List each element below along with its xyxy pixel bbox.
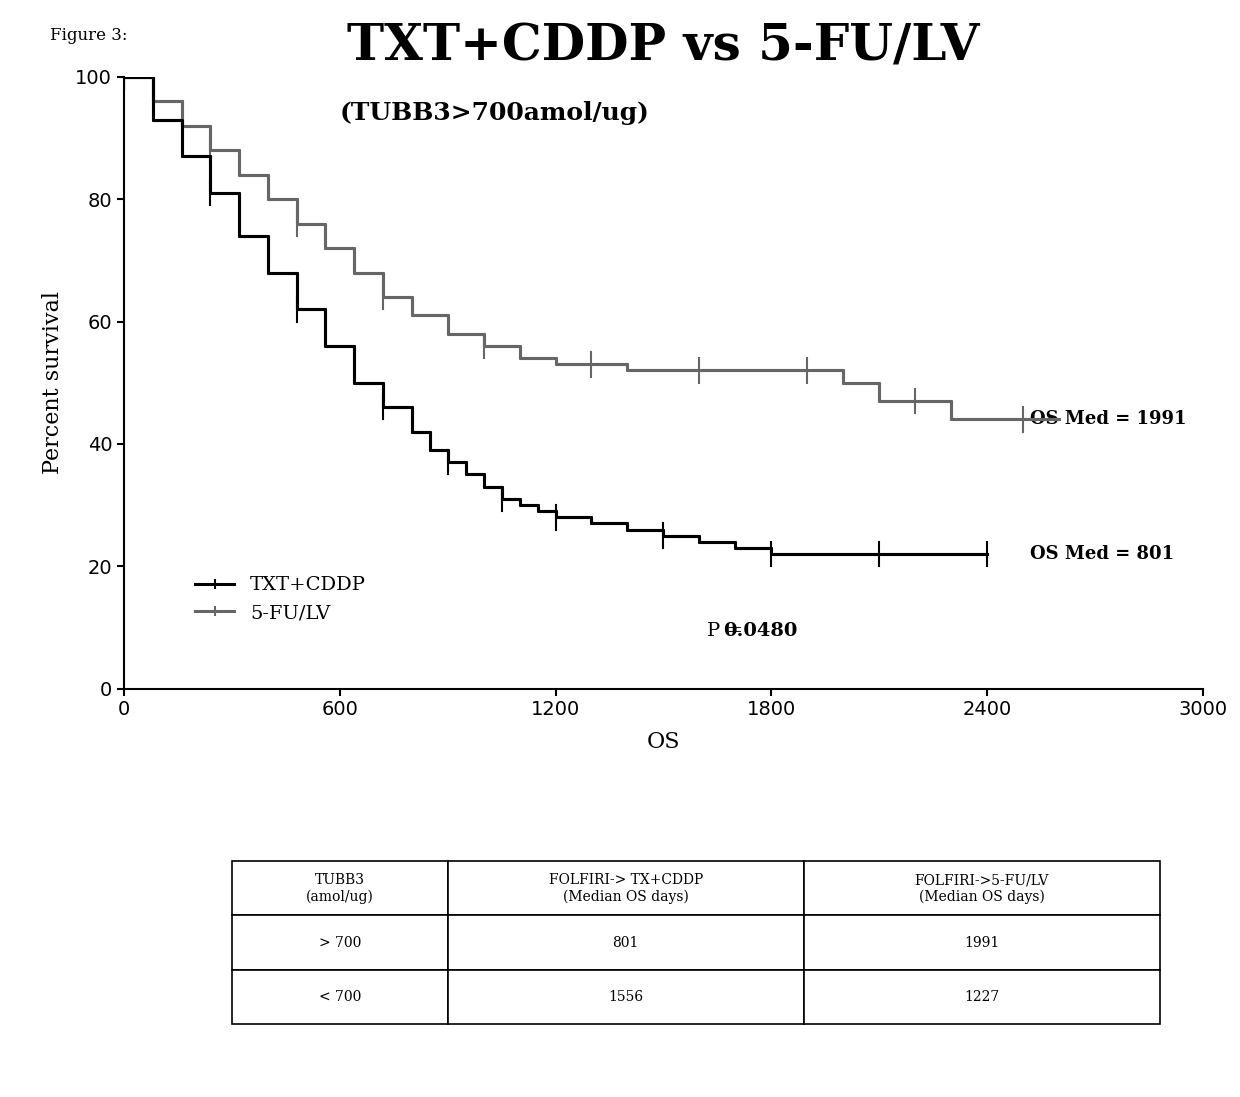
Y-axis label: Percent survival: Percent survival — [42, 291, 64, 474]
Legend: TXT+CDDP, 5-FU/LV: TXT+CDDP, 5-FU/LV — [187, 568, 373, 630]
FancyBboxPatch shape — [232, 916, 448, 970]
FancyBboxPatch shape — [448, 970, 804, 1024]
Text: OS Med = 1991: OS Med = 1991 — [1030, 410, 1187, 429]
FancyBboxPatch shape — [448, 861, 804, 916]
FancyBboxPatch shape — [804, 861, 1159, 916]
FancyBboxPatch shape — [232, 861, 448, 916]
Text: OS Med = 801: OS Med = 801 — [1030, 545, 1174, 563]
Text: 1556: 1556 — [608, 989, 644, 1004]
Text: 1227: 1227 — [963, 989, 999, 1004]
FancyBboxPatch shape — [804, 916, 1159, 970]
Title: TXT+CDDP vs 5-FU/LV: TXT+CDDP vs 5-FU/LV — [347, 22, 980, 71]
FancyBboxPatch shape — [448, 916, 804, 970]
Text: Figure 3:: Figure 3: — [50, 27, 126, 44]
Text: (TUBB3>700amol/ug): (TUBB3>700amol/ug) — [340, 101, 650, 125]
Text: FOLFIRI-> TX+CDDP
(Median OS days): FOLFIRI-> TX+CDDP (Median OS days) — [548, 873, 703, 904]
FancyBboxPatch shape — [232, 970, 448, 1024]
Text: 0.0480: 0.0480 — [723, 622, 797, 640]
Text: TUBB3
(amol/ug): TUBB3 (amol/ug) — [306, 873, 373, 904]
FancyBboxPatch shape — [804, 970, 1159, 1024]
Text: 801: 801 — [613, 936, 639, 950]
X-axis label: OS: OS — [646, 731, 681, 753]
Text: P =: P = — [707, 622, 749, 640]
Text: 1991: 1991 — [963, 936, 999, 950]
Text: > 700: > 700 — [319, 936, 361, 950]
Text: < 700: < 700 — [319, 989, 361, 1004]
Text: FOLFIRI->5-FU/LV
(Median OS days): FOLFIRI->5-FU/LV (Median OS days) — [914, 873, 1049, 904]
